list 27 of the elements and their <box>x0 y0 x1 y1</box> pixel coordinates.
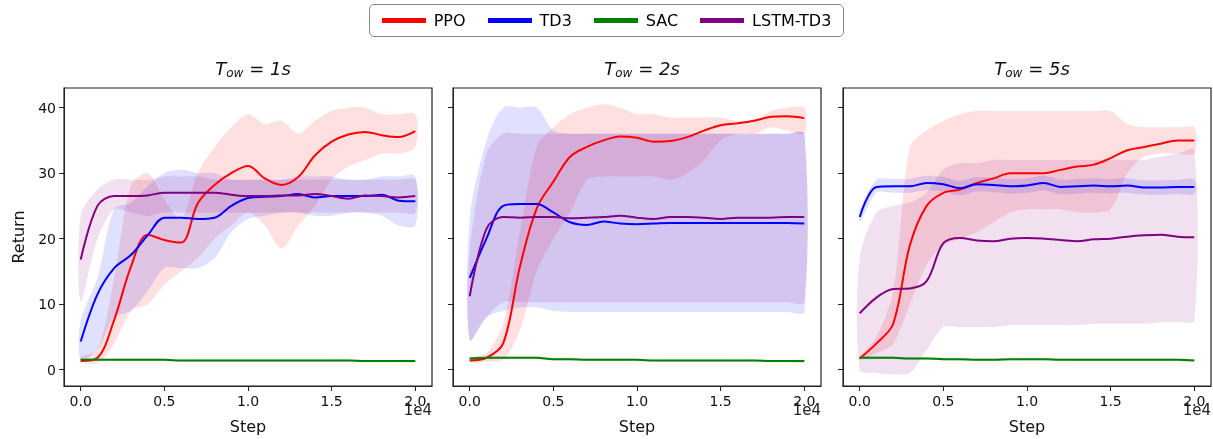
line-series <box>79 193 417 343</box>
x-axis-title: Step <box>229 416 267 436</box>
legend-label: TD3 <box>539 11 572 30</box>
x-tick-label: 0.0 <box>458 393 481 409</box>
x-tick-label: 0.5 <box>542 393 565 409</box>
x-axis-title: Step <box>618 416 656 436</box>
y-tick-label: 20 <box>38 230 56 247</box>
x-tick-label: 1.0 <box>625 393 649 409</box>
y-tick-label: 0 <box>47 361 56 378</box>
x-axis-title: Step <box>1008 416 1046 436</box>
y-tick-label: 40 <box>38 99 56 116</box>
legend-label: LSTM-TD3 <box>752 11 832 30</box>
x-tick-label: 0.0 <box>69 393 92 409</box>
x-tick-label: 1.0 <box>236 393 260 409</box>
x-tick-label: 1.0 <box>1015 393 1039 409</box>
x-tick-label: 0.0 <box>848 393 871 409</box>
x-tick-label: 1.5 <box>709 393 732 409</box>
y-axis-title: Return <box>8 210 28 264</box>
legend-label: SAC <box>645 11 679 30</box>
y-tick-label: 30 <box>38 165 56 182</box>
x-tick-label: 1.5 <box>1099 393 1122 409</box>
line-series <box>79 191 417 261</box>
y-tick-label: 10 <box>38 296 56 313</box>
x-tick-label: 0.5 <box>932 393 955 409</box>
legend-label: PPO <box>433 11 466 30</box>
x-tick-label: 0.5 <box>153 393 176 409</box>
x-tick-label: 1.5 <box>320 393 343 409</box>
